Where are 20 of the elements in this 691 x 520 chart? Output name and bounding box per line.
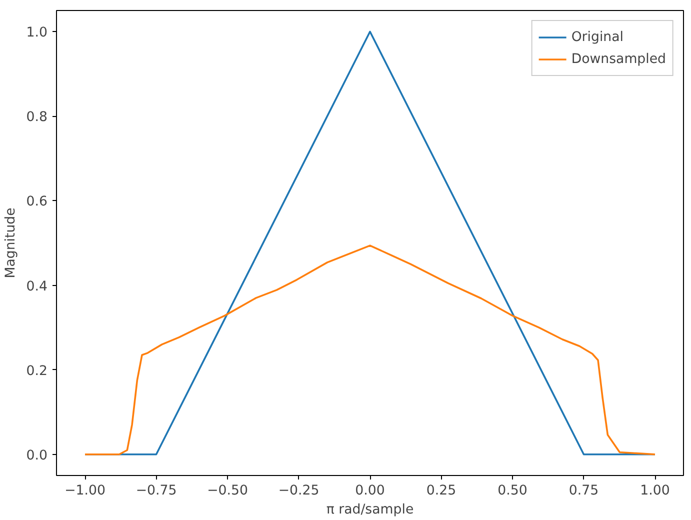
legend-label: Original	[571, 30, 624, 44]
x-tick-label: 0.00	[355, 484, 385, 498]
x-tick-label: −0.75	[136, 484, 177, 498]
x-tick-label: 0.25	[426, 484, 456, 498]
y-tick-label: 0.4	[26, 279, 48, 294]
legend-label: Downsampled	[571, 52, 666, 66]
x-axis-title: π rad/sample	[326, 502, 414, 518]
x-tick-label: −0.25	[278, 484, 320, 498]
y-tick-label: 0.8	[26, 110, 48, 126]
y-tick-label: 1.0	[26, 26, 48, 41]
x-tick-label: 0.75	[568, 484, 599, 498]
y-tick-label: 0.0	[26, 448, 48, 464]
y-tick-label: 0.6	[26, 194, 48, 210]
x-tick-label: −0.50	[207, 484, 248, 498]
x-tick-label: −1.00	[64, 484, 106, 498]
x-tick-label: 1.00	[640, 484, 670, 498]
line-series	[84, 244, 656, 456]
x-tick-label: 0.50	[498, 484, 528, 498]
y-tick-label: 0.2	[26, 364, 48, 379]
y-axis-title: Magnitude	[3, 208, 18, 278]
